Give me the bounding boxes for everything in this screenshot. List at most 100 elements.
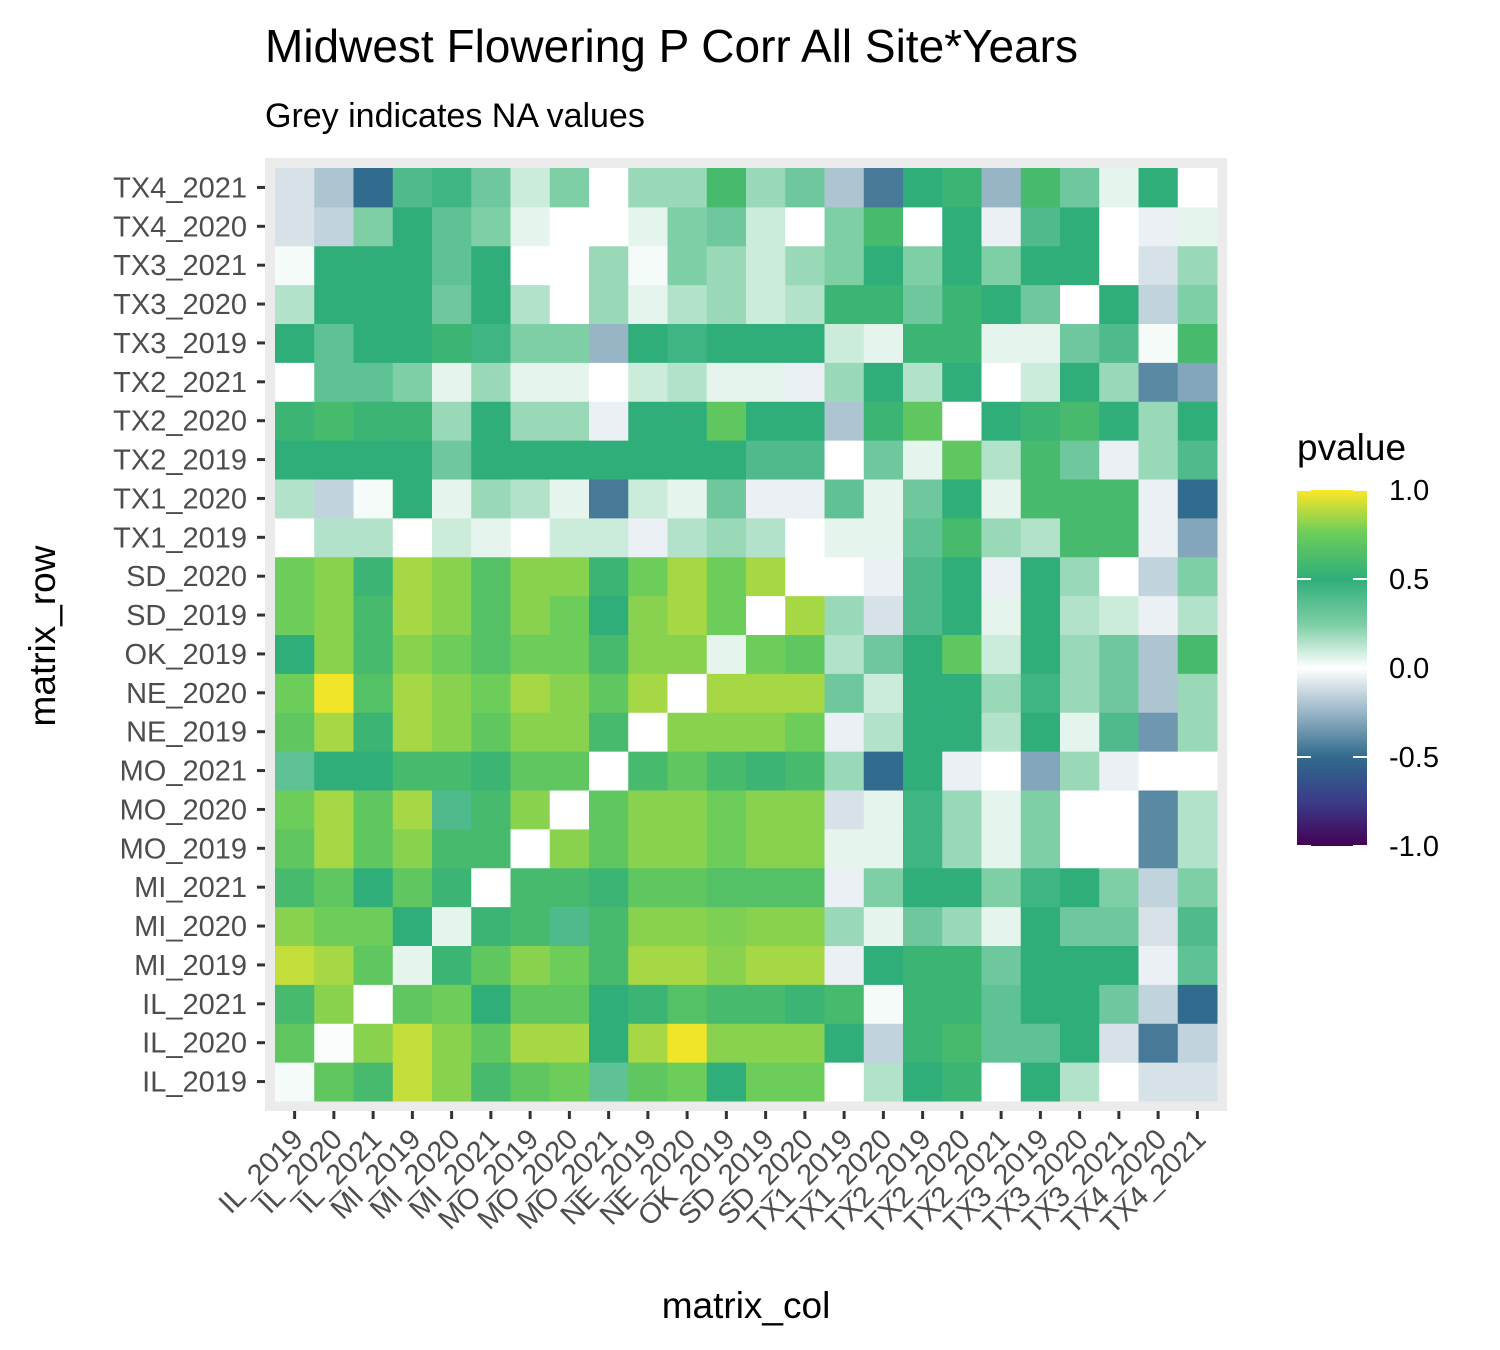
heatmap-cell — [471, 206, 511, 247]
heatmap-cell — [392, 828, 433, 869]
heatmap-cell — [1020, 401, 1061, 441]
heatmap-cell — [510, 168, 551, 208]
heatmap-cell — [981, 984, 1022, 1024]
heatmap-cell — [1020, 945, 1061, 985]
heatmap-cell — [471, 362, 511, 402]
heatmap-cell — [824, 479, 865, 519]
heatmap-cell — [863, 401, 904, 441]
heatmap-cell — [589, 168, 629, 208]
heatmap-cell — [275, 1062, 315, 1102]
heatmap-cell — [432, 323, 472, 363]
heatmap-cell — [785, 284, 825, 325]
heatmap-cell — [1138, 984, 1179, 1024]
heatmap-cell — [706, 1062, 747, 1102]
heatmap-cell — [1099, 284, 1139, 325]
heatmap-cell — [1138, 712, 1179, 752]
legend-ticks: 1.0 0.5 0.0 -0.5 -1.0 — [1297, 475, 1439, 863]
heatmap-cell — [942, 790, 982, 830]
y-tick-label: TX3_2019 — [113, 328, 247, 360]
heatmap-cell — [549, 712, 590, 752]
heatmap-cell — [392, 595, 433, 636]
heatmap-cell — [589, 828, 629, 869]
heatmap-cell — [903, 712, 943, 752]
heatmap-cell — [1177, 556, 1218, 597]
heatmap-cell — [549, 284, 590, 325]
heatmap-cell — [903, 440, 943, 480]
heatmap-cell — [942, 168, 982, 208]
y-tick-label: TX1_2020 — [113, 483, 247, 515]
heatmap-cell — [510, 1023, 551, 1063]
heatmap-cell — [353, 284, 394, 325]
heatmap-cell — [510, 401, 551, 441]
heatmap-cell — [275, 323, 315, 363]
heatmap-cell — [314, 673, 354, 713]
heatmap-cell — [942, 906, 982, 947]
heatmap-cell — [706, 440, 747, 480]
heatmap-cell — [314, 1023, 354, 1063]
heatmap-cell — [863, 362, 904, 402]
heatmap-cell — [1020, 362, 1061, 402]
heatmap-cell — [942, 945, 982, 985]
heatmap-cell — [1138, 634, 1179, 674]
heatmap-cell — [1020, 906, 1061, 947]
heatmap-cell — [275, 168, 315, 208]
heatmap-cell — [863, 206, 904, 247]
heatmap-cell — [785, 168, 825, 208]
heatmap-cell — [1060, 1062, 1100, 1102]
heatmap-cell — [1177, 984, 1218, 1024]
heatmap-cell — [903, 168, 943, 208]
heatmap-cell — [432, 168, 472, 208]
heatmap-cell — [275, 479, 315, 519]
heatmap-cell — [903, 284, 943, 325]
heatmap-cell — [746, 517, 786, 558]
heatmap-cell — [824, 673, 865, 713]
heatmap-cell — [432, 595, 472, 636]
heatmap-cell — [706, 206, 747, 247]
heatmap-cell — [667, 168, 708, 208]
heatmap-cell — [1177, 751, 1218, 791]
heatmap-cell — [275, 362, 315, 402]
heatmap-cell — [1099, 945, 1139, 985]
heatmap-cell — [824, 284, 865, 325]
heatmap-cell — [824, 712, 865, 752]
heatmap-cell — [392, 323, 433, 363]
heatmap-cell — [432, 206, 472, 247]
heatmap-cell — [785, 1062, 825, 1102]
x-axis: IL_2019IL_2020IL_2021MI_2019MI_2020MI_20… — [213, 1111, 1212, 1241]
heatmap-cell — [981, 556, 1022, 597]
y-tick-label: NE_2019 — [126, 717, 247, 749]
heatmap-cell — [981, 362, 1022, 402]
heatmap-cell — [903, 984, 943, 1024]
heatmap-cell — [353, 323, 394, 363]
heatmap-cell — [471, 867, 511, 908]
heatmap-cell — [942, 1023, 982, 1063]
heatmap-cell — [746, 245, 786, 286]
heatmap-cell — [706, 284, 747, 325]
heatmap-cell — [981, 595, 1022, 636]
heatmap-cell — [471, 945, 511, 985]
heatmap-cell — [549, 867, 590, 908]
heatmap-cell — [903, 790, 943, 830]
heatmap-cell — [353, 517, 394, 558]
heatmap-cell — [392, 634, 433, 674]
heatmap-cell — [1099, 984, 1139, 1024]
legend-tick-label: -1.0 — [1389, 831, 1439, 863]
heatmap-cell — [549, 323, 590, 363]
heatmap-cell — [903, 673, 943, 713]
heatmap-cell — [1099, 1062, 1139, 1102]
y-tick-label: TX2_2020 — [113, 406, 247, 438]
y-axis-title: matrix_row — [22, 545, 63, 726]
heatmap-cell — [1060, 362, 1100, 402]
heatmap-cell — [1177, 1023, 1218, 1063]
heatmap-cell — [942, 556, 982, 597]
heatmap-cell — [628, 362, 668, 402]
heatmap-cell — [1177, 479, 1218, 519]
heatmap-cell — [628, 945, 668, 985]
heatmap-cell — [981, 828, 1022, 869]
heatmap-cell — [628, 323, 668, 363]
heatmap-cell — [1177, 1062, 1218, 1102]
heatmap-cell — [353, 1023, 394, 1063]
heatmap-cell — [981, 945, 1022, 985]
heatmap-cell — [628, 790, 668, 830]
heatmap-cell — [353, 401, 394, 441]
